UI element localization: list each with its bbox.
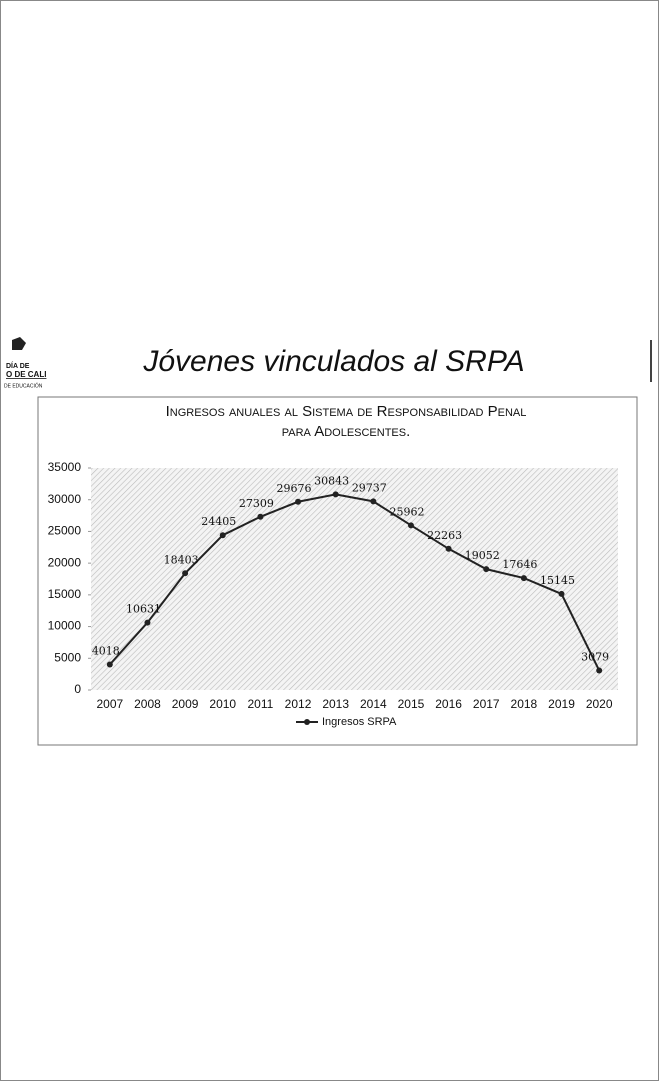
x-tick-label: 2017 — [473, 697, 500, 711]
logo-icon — [12, 337, 26, 350]
point — [257, 513, 264, 520]
logo-text: DE EDUCACIÓN — [4, 382, 43, 389]
data-label: 24405 — [201, 515, 236, 528]
x-tick-label: 2014 — [360, 697, 387, 711]
data-label: 19052 — [465, 549, 500, 562]
x-tick-label: 2007 — [96, 697, 123, 711]
point — [520, 575, 527, 582]
point — [558, 590, 565, 597]
point — [332, 491, 339, 498]
point — [219, 532, 226, 539]
point — [596, 667, 603, 674]
legend-marker — [304, 719, 310, 725]
x-tick-label: 2011 — [247, 697, 273, 711]
data-label: 29676 — [277, 482, 312, 495]
point — [370, 498, 377, 505]
y-tick-label: 10000 — [48, 619, 82, 633]
data-label: 25962 — [389, 505, 424, 518]
chart-title: Ingresos anuales al Sistema de Responsab… — [166, 403, 527, 420]
point — [407, 522, 414, 529]
data-label: 22263 — [427, 529, 462, 542]
data-label: 30843 — [314, 474, 349, 487]
x-tick-label: 2013 — [322, 697, 349, 711]
plot-area — [91, 468, 618, 690]
series-line — [109, 493, 601, 671]
data-label: 10631 — [126, 603, 161, 616]
x-tick-label: 2010 — [209, 697, 236, 711]
point — [483, 566, 490, 573]
y-tick-label: 20000 — [48, 555, 82, 569]
y-tick-label: 30000 — [48, 492, 82, 506]
data-label: 18403 — [164, 553, 199, 566]
x-tick-label: 2018 — [511, 697, 538, 711]
point — [182, 570, 189, 577]
x-tick-label: 2019 — [548, 697, 575, 711]
logo-text: DÍA DE — [6, 361, 30, 370]
x-tick-label: 2012 — [285, 697, 312, 711]
x-tick-label: 2020 — [586, 697, 613, 711]
data-label: 29737 — [352, 481, 387, 494]
point — [144, 619, 151, 626]
data-label: 3079 — [581, 650, 609, 663]
data-label: 17646 — [502, 558, 537, 571]
chart-title: para Adolescentes. — [282, 423, 411, 440]
y-tick-label: 5000 — [54, 650, 81, 664]
y-tick-label: 25000 — [48, 524, 82, 538]
legend-label: Ingresos SRPA — [322, 716, 397, 728]
data-label: 15145 — [540, 574, 575, 587]
point — [445, 545, 452, 552]
y-tick-label: 15000 — [48, 587, 82, 601]
y-tick-label: 0 — [74, 682, 81, 696]
heading: Jóvenes vinculados al SRPA — [142, 345, 524, 378]
x-tick-label: 2016 — [435, 697, 462, 711]
point — [106, 661, 113, 668]
x-tick-label: 2008 — [134, 697, 161, 711]
logo-text: O DE CALI — [6, 370, 46, 379]
data-label: 4018 — [92, 645, 120, 658]
y-tick-label: 35000 — [48, 460, 82, 474]
data-label: 27309 — [239, 497, 274, 510]
x-tick-label: 2015 — [398, 697, 425, 711]
point — [295, 498, 302, 505]
x-tick-label: 2009 — [172, 697, 199, 711]
